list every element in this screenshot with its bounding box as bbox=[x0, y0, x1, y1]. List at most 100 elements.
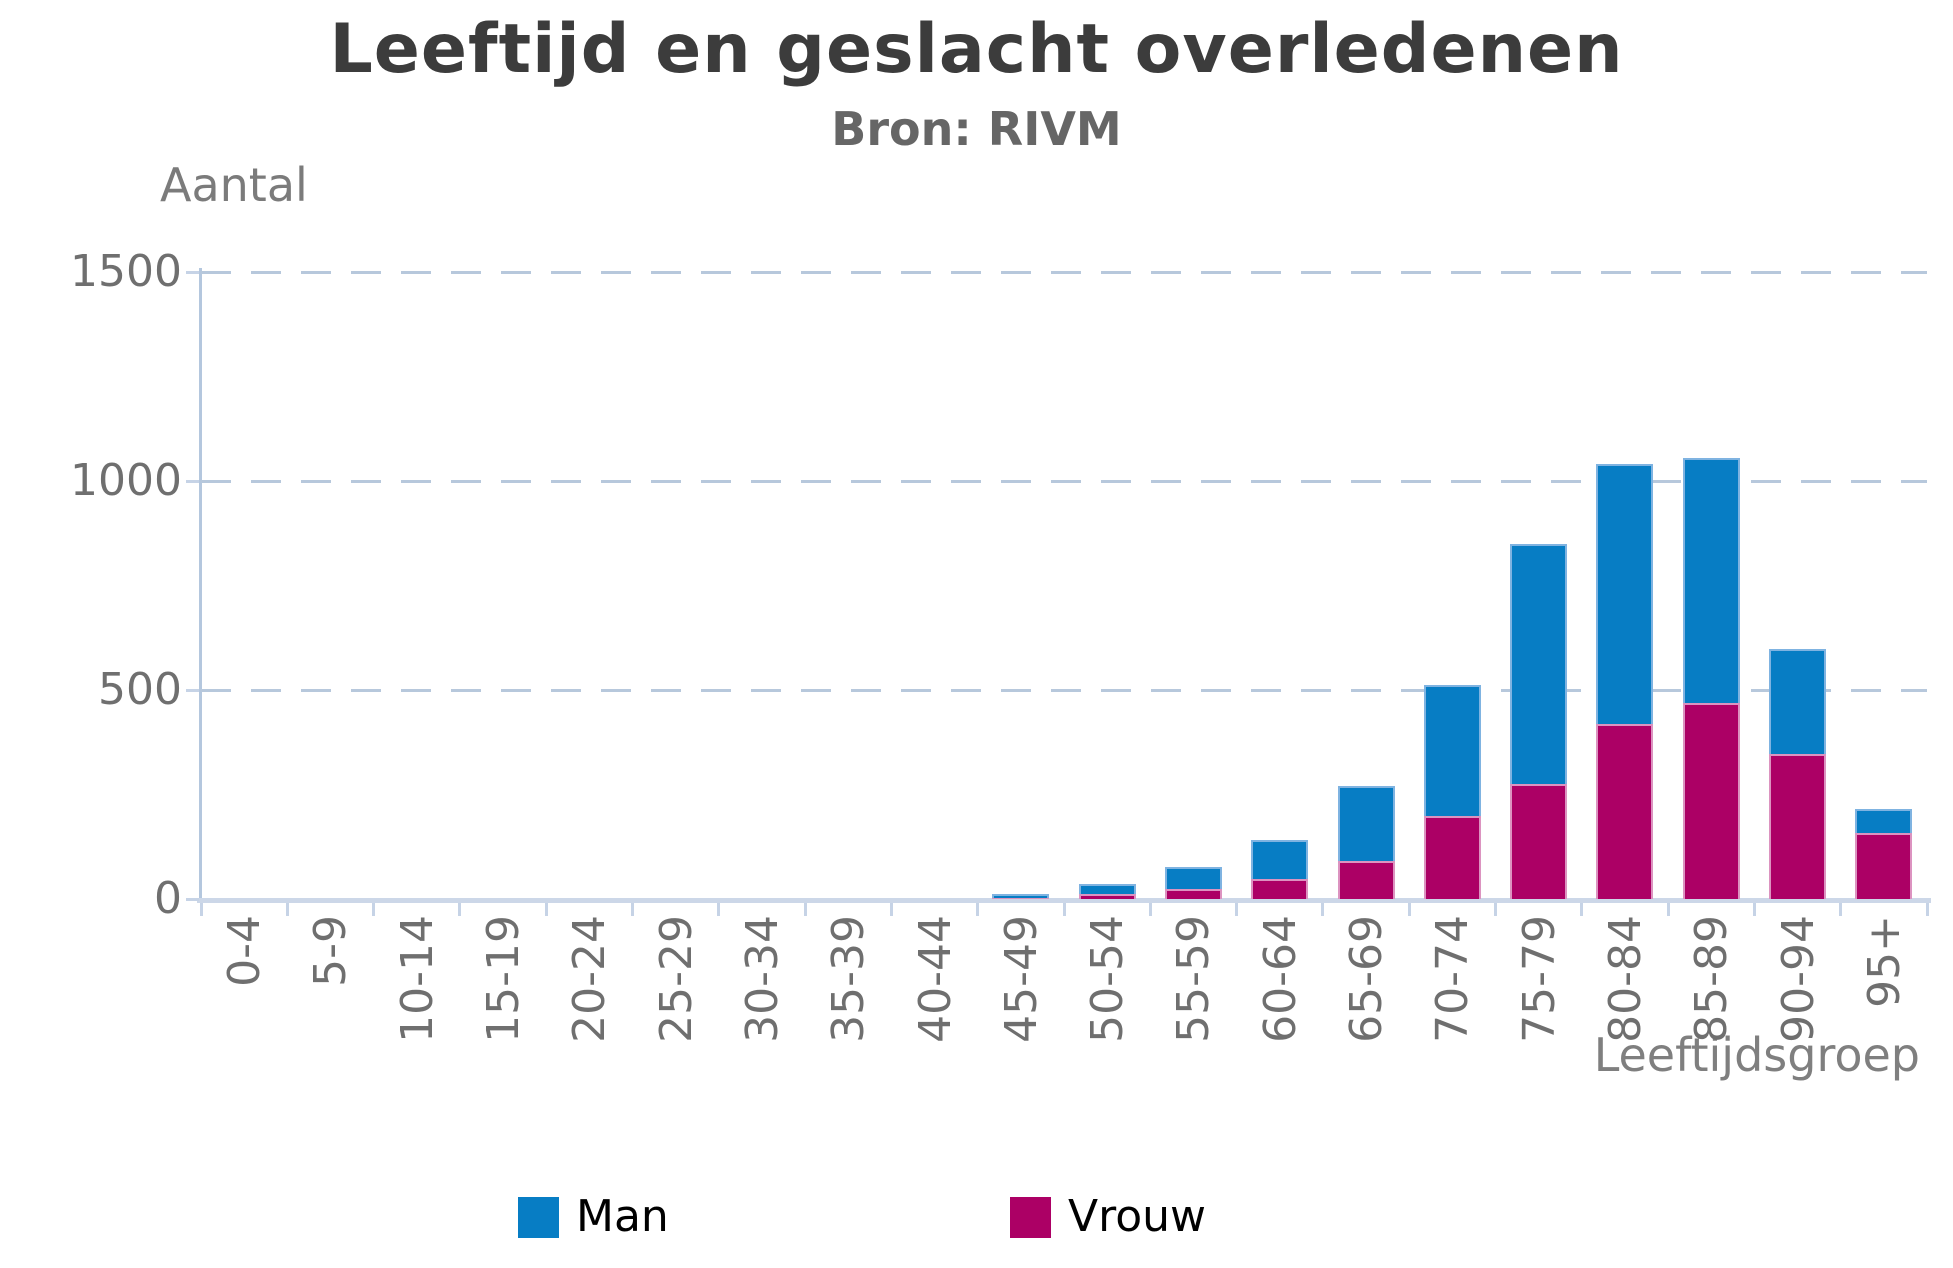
legend-label: Man bbox=[576, 1191, 669, 1242]
x-tick-label: 75-79 bbox=[1513, 915, 1565, 1043]
x-axis-tick bbox=[631, 903, 634, 916]
x-axis-tick bbox=[1839, 903, 1843, 916]
legend-swatch-man bbox=[518, 1196, 559, 1238]
x-tick-label-cell: 70-74 bbox=[1409, 915, 1496, 1125]
gridline-1500 bbox=[201, 270, 1927, 274]
x-axis-tick bbox=[199, 903, 203, 916]
chart-subtitle: Bron: RIVM bbox=[831, 102, 1122, 156]
x-tick-label: 45-49 bbox=[995, 915, 1047, 1043]
x-tick-label: 25-29 bbox=[650, 915, 702, 1043]
bar-segment-vrouw-65-69[interactable] bbox=[1337, 861, 1395, 899]
x-tick-label-cell: 80-84 bbox=[1582, 915, 1669, 1125]
bar-segment-man-90-94[interactable] bbox=[1769, 648, 1827, 754]
x-tick-label-cell: 40-44 bbox=[891, 915, 978, 1125]
x-axis-line bbox=[197, 898, 1931, 903]
y-axis-tick-0 bbox=[186, 897, 199, 901]
bar-segment-man-50-54[interactable] bbox=[1078, 883, 1136, 894]
x-tick-label: 40-44 bbox=[909, 915, 961, 1043]
x-axis-tick bbox=[458, 903, 462, 916]
x-tick-label: 55-59 bbox=[1168, 915, 1220, 1043]
chart-title: Leeftijd en geslacht overledenen bbox=[329, 10, 1624, 89]
x-axis-tick bbox=[717, 903, 721, 916]
y-axis-tick-1500 bbox=[186, 270, 199, 274]
x-tick-label: 35-39 bbox=[823, 915, 875, 1043]
x-tick-label: 90-94 bbox=[1772, 915, 1824, 1043]
bar-segment-vrouw-85-89[interactable] bbox=[1682, 702, 1740, 899]
x-tick-label-cell: 55-59 bbox=[1150, 915, 1237, 1125]
x-tick-label-cell: 45-49 bbox=[978, 915, 1065, 1125]
x-tick-label: 65-69 bbox=[1340, 915, 1392, 1043]
legend-item-man[interactable]: Man bbox=[518, 1194, 669, 1240]
x-axis-tick bbox=[1148, 903, 1152, 916]
x-axis-tick bbox=[1407, 903, 1411, 916]
bar-segment-man-75-79[interactable] bbox=[1510, 543, 1568, 785]
y-axis-line bbox=[199, 268, 202, 901]
gridline-500 bbox=[201, 688, 1927, 692]
bar-segment-vrouw-55-59[interactable] bbox=[1164, 889, 1222, 899]
bar-segment-vrouw-60-64[interactable] bbox=[1251, 879, 1309, 899]
x-axis-title: Leeftijdsgroep bbox=[1593, 1028, 1920, 1082]
x-tick-label-cell: 15-19 bbox=[460, 915, 547, 1125]
x-axis-tick bbox=[1666, 903, 1670, 916]
x-tick-label-cell: 95+ bbox=[1841, 915, 1928, 1125]
x-tick-label-cell: 25-29 bbox=[633, 915, 720, 1125]
bar-segment-vrouw-75-79[interactable] bbox=[1510, 784, 1568, 899]
x-axis-tick bbox=[285, 903, 289, 916]
x-tick-label-cell: 75-79 bbox=[1496, 915, 1583, 1125]
y-axis-tick-500 bbox=[186, 688, 199, 692]
y-axis-tick-1000 bbox=[186, 479, 199, 483]
x-axis-tick bbox=[803, 903, 807, 916]
y-tick-label: 500 bbox=[98, 664, 182, 715]
bar-segment-man-45-49[interactable] bbox=[992, 894, 1050, 899]
x-tick-label: 20-24 bbox=[564, 915, 616, 1043]
x-axis-tick bbox=[1321, 903, 1325, 916]
x-tick-label-cell: 60-64 bbox=[1237, 915, 1324, 1125]
bar-segment-vrouw-50-54[interactable] bbox=[1078, 893, 1136, 899]
x-tick-label-cell: 85-89 bbox=[1668, 915, 1755, 1125]
x-axis-tick bbox=[1925, 903, 1929, 916]
bar-segment-man-95+[interactable] bbox=[1855, 809, 1913, 833]
x-axis-tick bbox=[1235, 903, 1239, 916]
x-tick-label: 10-14 bbox=[391, 915, 443, 1043]
x-tick-label: 50-54 bbox=[1082, 915, 1133, 1043]
x-tick-label-cell: 35-39 bbox=[805, 915, 892, 1125]
x-axis-tick bbox=[544, 903, 548, 916]
x-tick-label-cell: 5-9 bbox=[287, 915, 374, 1125]
x-tick-label-cell: 10-14 bbox=[374, 915, 461, 1125]
plot-area bbox=[186, 268, 1931, 916]
x-tick-label-cell: 50-54 bbox=[1064, 915, 1151, 1125]
bar-segment-man-55-59[interactable] bbox=[1164, 866, 1222, 890]
bar-segment-vrouw-80-84[interactable] bbox=[1596, 724, 1654, 899]
x-tick-label: 5-9 bbox=[305, 915, 357, 987]
y-tick-label: 1000 bbox=[70, 455, 182, 506]
x-tick-label-cell: 30-34 bbox=[719, 915, 806, 1125]
x-tick-label: 85-89 bbox=[1686, 915, 1738, 1043]
x-tick-label: 0-4 bbox=[219, 915, 270, 987]
bar-segment-man-65-69[interactable] bbox=[1337, 786, 1395, 862]
x-axis-tick bbox=[976, 903, 980, 916]
legend-item-vrouw[interactable]: Vrouw bbox=[1010, 1194, 1206, 1240]
x-tick-label-cell: 0-4 bbox=[201, 915, 288, 1125]
x-tick-label: 80-84 bbox=[1599, 915, 1651, 1043]
x-tick-label: 95+ bbox=[1858, 915, 1910, 1008]
bar-segment-vrouw-90-94[interactable] bbox=[1769, 753, 1827, 899]
x-axis-tick bbox=[1062, 903, 1066, 916]
x-axis-tick bbox=[1494, 903, 1497, 916]
legend-label: Vrouw bbox=[1068, 1191, 1207, 1242]
y-axis-title: Aantal bbox=[160, 158, 308, 212]
x-tick-label: 70-74 bbox=[1427, 915, 1479, 1043]
x-tick-label: 60-64 bbox=[1254, 915, 1306, 1043]
x-tick-label: 15-19 bbox=[477, 915, 529, 1043]
bar-segment-man-70-74[interactable] bbox=[1423, 684, 1481, 817]
x-tick-label: 30-34 bbox=[736, 915, 788, 1043]
x-tick-label-cell: 20-24 bbox=[546, 915, 633, 1125]
x-axis-tick bbox=[1752, 903, 1756, 916]
x-tick-label-cell: 65-69 bbox=[1323, 915, 1410, 1125]
bar-segment-vrouw-95+[interactable] bbox=[1855, 832, 1913, 899]
bar-segment-man-60-64[interactable] bbox=[1251, 839, 1309, 880]
legend-swatch-vrouw bbox=[1010, 1196, 1051, 1238]
bar-segment-vrouw-70-74[interactable] bbox=[1423, 816, 1481, 899]
bar-segment-man-80-84[interactable] bbox=[1596, 464, 1654, 725]
bar-segment-man-85-89[interactable] bbox=[1682, 458, 1740, 703]
